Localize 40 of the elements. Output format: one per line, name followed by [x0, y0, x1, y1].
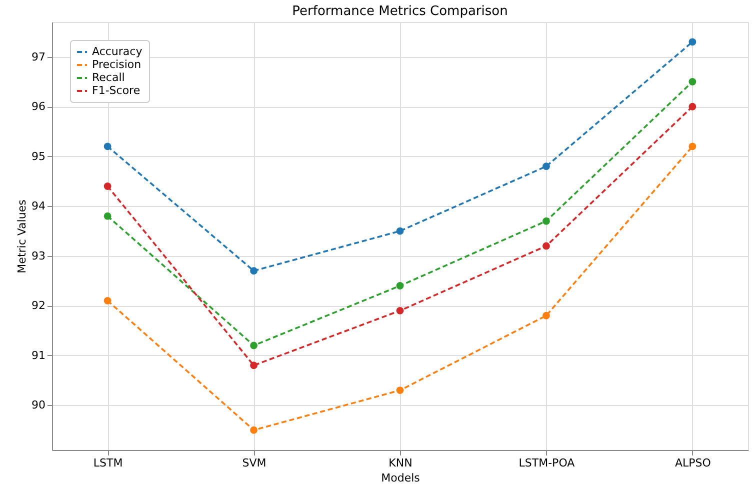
legend-label: F1-Score	[92, 84, 140, 97]
point	[250, 426, 258, 434]
x-tick-label: KNN	[388, 456, 412, 470]
legend-label: Recall	[92, 71, 125, 84]
legend-label: Precision	[92, 58, 142, 71]
point	[542, 217, 550, 225]
point	[396, 227, 404, 235]
y-tick-label: 94	[32, 200, 46, 213]
point	[396, 306, 404, 314]
y-tick-label: 96	[32, 100, 46, 114]
y-axis-title: Metric Values	[16, 199, 29, 274]
legend-label: Accuracy	[92, 45, 143, 58]
y-tick-label: 90	[32, 398, 46, 412]
y-tick-label: 93	[32, 249, 46, 262]
x-tick-label: SVM	[242, 456, 266, 470]
y-tick-label: 92	[32, 299, 46, 312]
point	[250, 267, 258, 275]
point	[688, 78, 696, 86]
y-tick-label: 95	[32, 150, 46, 163]
chart-title: Performance Metrics Comparison	[292, 4, 508, 19]
x-tick-label: LSTM	[93, 456, 123, 470]
point	[542, 312, 550, 320]
point	[688, 38, 696, 46]
y-tick-label: 91	[32, 348, 46, 362]
point	[104, 212, 112, 220]
point	[688, 102, 696, 110]
point	[250, 362, 258, 370]
point	[542, 242, 550, 250]
x-tick-label: ALPSO	[674, 456, 712, 470]
y-tick-label: 97	[32, 50, 46, 64]
point	[688, 142, 696, 150]
point	[250, 342, 258, 350]
x-axis-title: Models	[381, 472, 420, 484]
x-tick-label: LSTM-POA	[518, 456, 576, 470]
point	[542, 162, 550, 170]
point	[104, 142, 112, 150]
point	[104, 182, 112, 190]
point	[104, 296, 112, 304]
point	[396, 282, 404, 290]
point	[396, 386, 404, 394]
